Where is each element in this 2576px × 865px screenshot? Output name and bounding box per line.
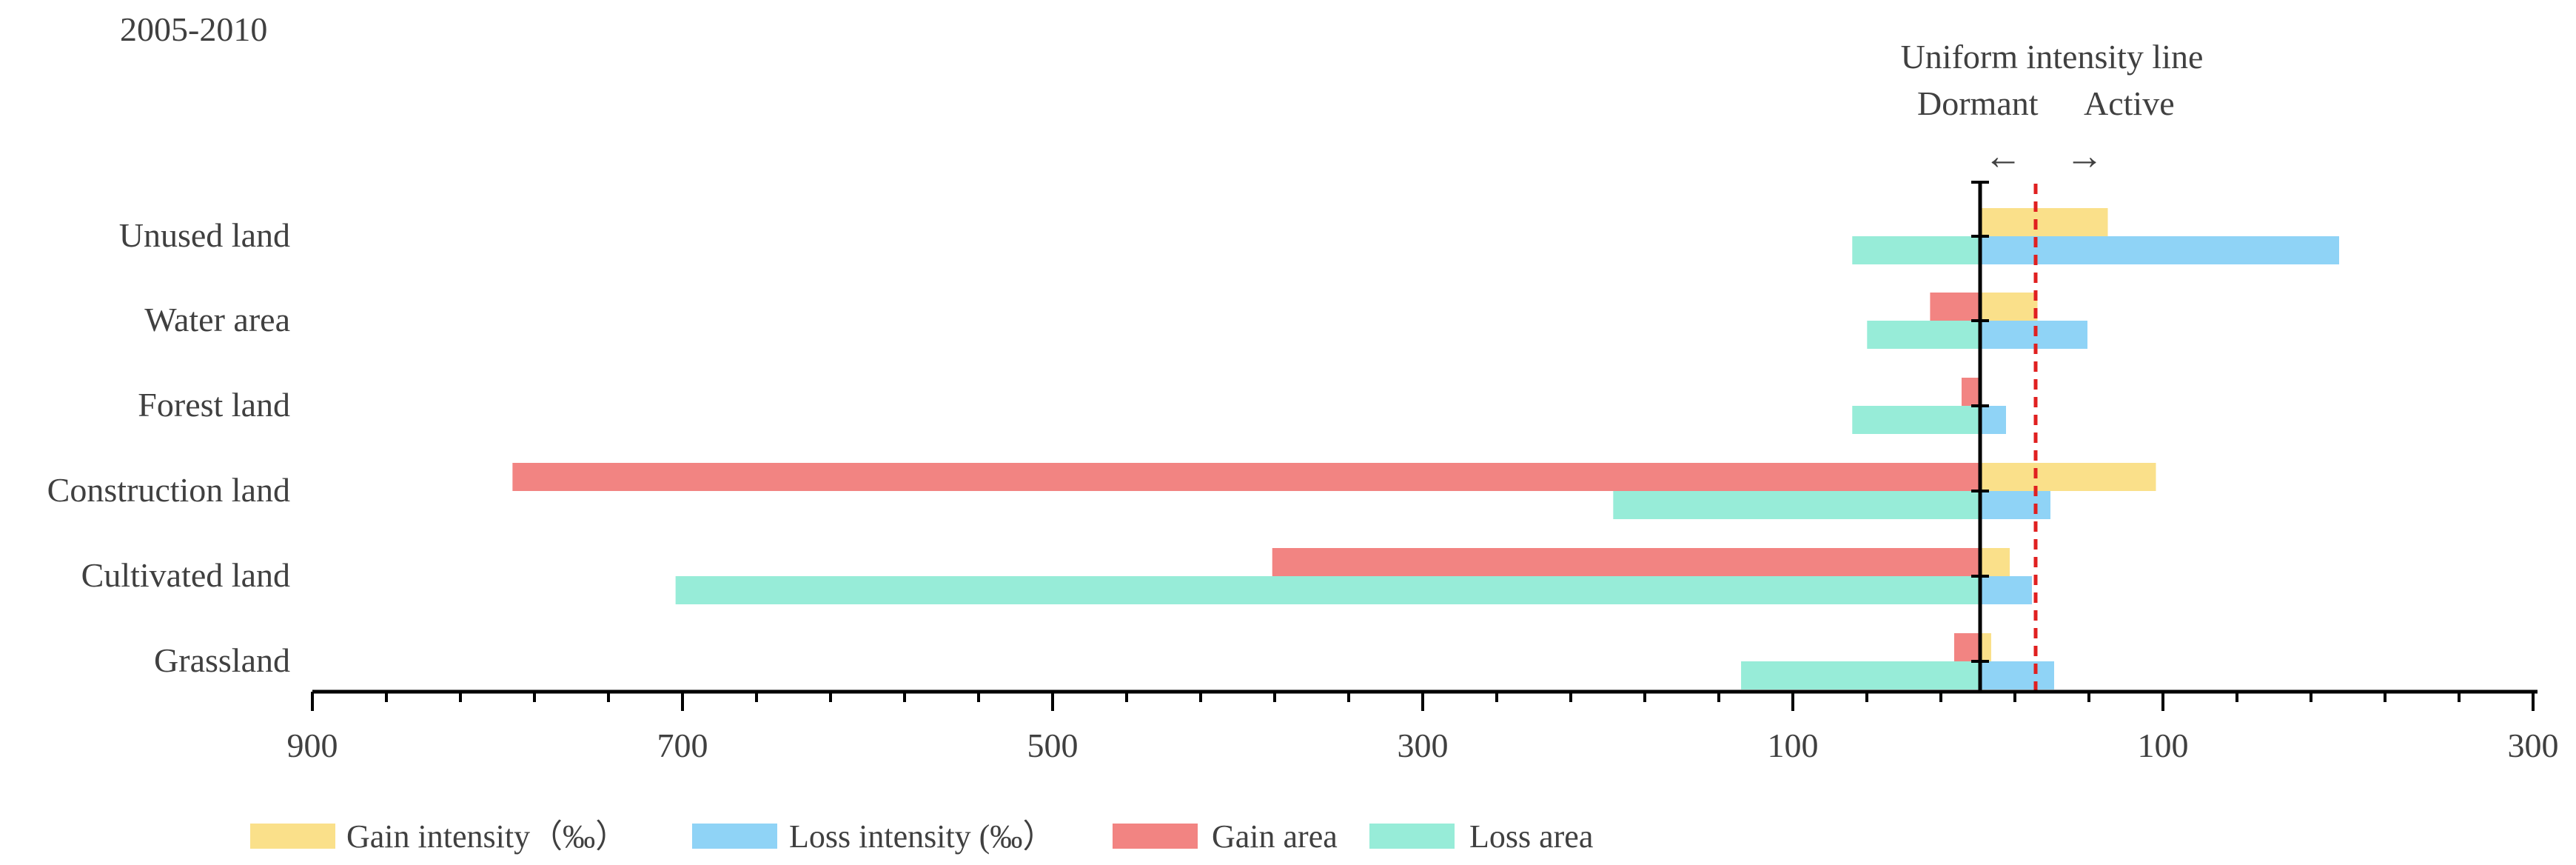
- center-ticks: [1971, 235, 1989, 663]
- loss-area-bar: [1741, 661, 1980, 689]
- loss-intensity-bar: [1980, 661, 2054, 689]
- loss-area-bar: [1613, 491, 1980, 519]
- gain-area-bar: [1930, 293, 1980, 321]
- legend-label: Gain intensity（‰）: [346, 818, 628, 855]
- gain-area-bar: [1272, 548, 1980, 576]
- x-tick-label: 500: [1027, 727, 1079, 764]
- category-label: Grassland: [154, 641, 290, 679]
- gain-intensity-bar: [1980, 293, 2038, 321]
- gain-area-bar: [512, 463, 1980, 491]
- x-tick-label: 300: [1398, 727, 1449, 764]
- gain-intensity-bar: [1980, 548, 2010, 576]
- active-label: Active: [2084, 84, 2175, 122]
- gain-area-bar: [1961, 378, 1980, 406]
- x-tick-label: 300: [2508, 727, 2559, 764]
- category-label: Unused land: [119, 216, 290, 254]
- uniform-intensity-label: Uniform intensity line: [1901, 38, 2204, 76]
- gain-intensity-bar: [1980, 633, 1991, 661]
- category-label: Construction land: [47, 471, 290, 509]
- loss-intensity-bar: [1980, 236, 2339, 264]
- category-label: Forest land: [138, 386, 290, 424]
- x-tick-label: 900: [287, 727, 338, 764]
- legend-swatch: [250, 824, 335, 849]
- legend-swatch: [1369, 824, 1455, 849]
- bars-group: [512, 208, 2339, 689]
- chart-title: 2005-2010: [120, 10, 267, 48]
- x-axis-ticks: 900 700 500 300 100 100 300: [287, 692, 2559, 764]
- x-tick-label: 100: [1768, 727, 1819, 764]
- gain-area-bar: [1953, 633, 1980, 661]
- category-label: Cultivated land: [81, 556, 290, 594]
- legend: Gain intensity（‰） Loss intensity (‰） Gain …: [250, 818, 1593, 855]
- gain-intensity-bar: [1980, 208, 2108, 236]
- loss-intensity-bar: [1980, 406, 2006, 434]
- x-tick-label: 100: [2138, 727, 2189, 764]
- loss-area-bar: [1852, 236, 1980, 264]
- category-labels: Unused land Water area Forest land Construc…: [47, 216, 290, 679]
- loss-area-bar: [1852, 406, 1980, 434]
- legend-swatch: [692, 824, 777, 849]
- dormant-label: Dormant: [1917, 84, 2039, 122]
- category-label: Water area: [144, 301, 290, 338]
- legend-label: Gain area: [1212, 818, 1338, 855]
- loss-intensity-bar: [1980, 491, 2050, 519]
- legend-label: Loss intensity (‰）: [789, 818, 1055, 855]
- legend-label: Loss area: [1469, 818, 1593, 855]
- loss-intensity-bar: [1980, 576, 2032, 604]
- active-arrow: →: [2065, 136, 2104, 178]
- gain-intensity-bar: [1980, 463, 2156, 491]
- x-tick-label: 700: [657, 727, 708, 764]
- legend-swatch: [1113, 824, 1198, 849]
- loss-area-bar: [675, 576, 1980, 604]
- loss-area-bar: [1867, 321, 1980, 349]
- dormant-arrow: ←: [1984, 136, 2022, 178]
